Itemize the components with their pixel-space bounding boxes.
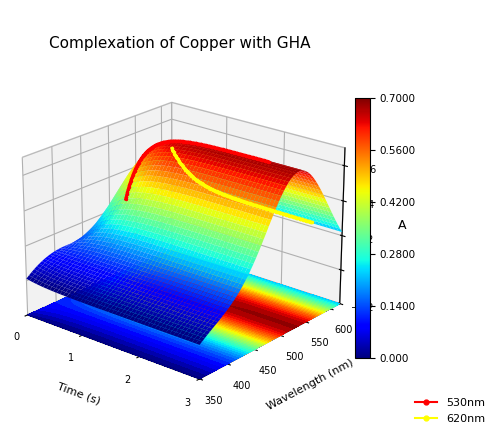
Title: Complexation of Copper with GHA: Complexation of Copper with GHA [49,36,311,51]
Legend: 530nm, 620nm: 530nm, 620nm [410,394,490,428]
Y-axis label: Wavelength (nm): Wavelength (nm) [265,358,354,412]
X-axis label: Time (s): Time (s) [56,382,102,407]
